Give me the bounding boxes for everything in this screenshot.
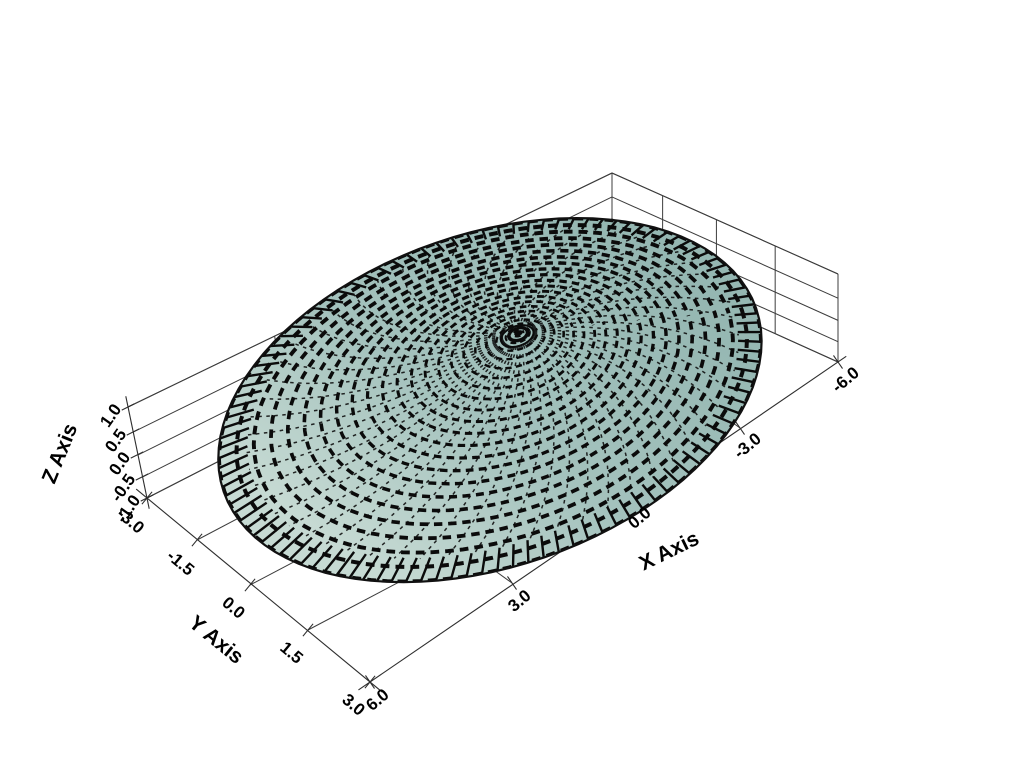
x-axis-tick bbox=[735, 421, 745, 435]
surface-outline bbox=[217, 216, 763, 584]
z-axis-tick bbox=[126, 428, 140, 436]
y-axis-tick-label: 0.0 bbox=[218, 593, 248, 623]
x-axis-tick-label: -3.0 bbox=[730, 429, 765, 462]
y-axis-tick bbox=[302, 623, 314, 637]
z-axis-tick-label: 1.0 bbox=[96, 400, 125, 430]
y-axis-line bbox=[135, 488, 383, 693]
x-axis-tick-label: 3.0 bbox=[504, 586, 534, 616]
y-axis-tick bbox=[244, 578, 256, 592]
z-axis-tick bbox=[135, 473, 149, 481]
surface-mesh bbox=[217, 216, 763, 584]
y-axis-tick bbox=[191, 533, 203, 547]
y-axis-tick-label: 1.5 bbox=[276, 638, 306, 668]
z-axis-line bbox=[125, 396, 150, 509]
y-axis-tick bbox=[364, 675, 376, 689]
x-axis-tick-label: 6.0 bbox=[362, 685, 392, 715]
x-axis-title: X Axis bbox=[636, 527, 703, 575]
y-axis-tick-label: -1.5 bbox=[163, 546, 198, 579]
z-axis-tick bbox=[130, 451, 144, 459]
polar-mesh bbox=[217, 217, 763, 583]
z-axis-tick bbox=[140, 494, 154, 502]
x-axis-tick bbox=[507, 576, 517, 590]
z-axis-tick-label: 0.0 bbox=[105, 448, 134, 478]
y-axis-tick-label: 3.0 bbox=[338, 690, 368, 720]
z-axis-title: Z Axis bbox=[38, 420, 83, 486]
x-axis-tick-label: -6.0 bbox=[828, 363, 863, 396]
x-axis-tick bbox=[833, 355, 843, 369]
z-axis-tick bbox=[121, 403, 135, 411]
